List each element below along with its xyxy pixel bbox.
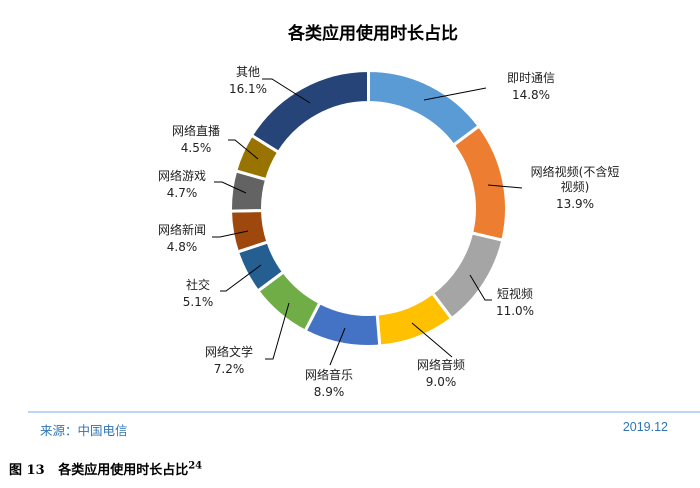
caption-prefix: 图 13: [9, 463, 45, 478]
leader-line: [487, 184, 523, 189]
category-label: 网络新闻: [158, 222, 206, 237]
value-label: 9.0%: [426, 375, 457, 389]
leader-line: [423, 87, 487, 101]
leader-line: [262, 78, 311, 104]
leader-line: [228, 139, 259, 160]
category-label: 视频): [561, 179, 590, 194]
figure-caption: 图 13 各类应用使用时长占比24: [9, 459, 202, 478]
value-label: 4.5%: [181, 141, 212, 155]
value-label: 8.9%: [314, 385, 345, 399]
donut-slice: [367, 68, 482, 148]
chart-title: 各类应用使用时长占比: [287, 23, 458, 44]
leader-line: [329, 327, 346, 366]
category-label: 其他: [236, 65, 260, 79]
leader-line: [469, 274, 492, 301]
category-label: 短视频: [497, 286, 533, 301]
leader-line: [214, 181, 247, 194]
category-label: 网络视频(不含短: [531, 164, 620, 179]
value-label: 11.0%: [496, 304, 534, 318]
category-label: 网络文学: [205, 344, 253, 359]
value-label: 16.1%: [229, 82, 267, 96]
leader-line: [265, 302, 290, 360]
donut-slice: [451, 123, 508, 243]
caption-text: 各类应用使用时长占比: [58, 463, 189, 478]
category-label: 网络游戏: [158, 168, 206, 183]
value-label: 14.8%: [512, 88, 550, 102]
value-label: 5.1%: [183, 295, 214, 309]
leader-line: [212, 230, 249, 238]
divider: [28, 411, 700, 413]
category-label: 社交: [186, 277, 210, 292]
value-label: 4.8%: [167, 240, 198, 254]
category-label: 即时通信: [507, 71, 555, 85]
caption-footnote: 24: [188, 460, 203, 472]
value-label: 4.7%: [167, 186, 198, 200]
donut-slice: [249, 68, 370, 155]
category-label: 网络音乐: [305, 367, 353, 382]
category-label: 网络音频: [417, 357, 465, 372]
source-text: 来源：中国电信: [40, 424, 128, 438]
category-label: 网络直播: [172, 123, 220, 138]
leader-line: [411, 322, 453, 358]
value-label: 13.9%: [556, 197, 594, 211]
date-text: 2019.12: [622, 420, 668, 434]
leader-line: [220, 264, 262, 292]
value-label: 7.2%: [214, 362, 245, 376]
